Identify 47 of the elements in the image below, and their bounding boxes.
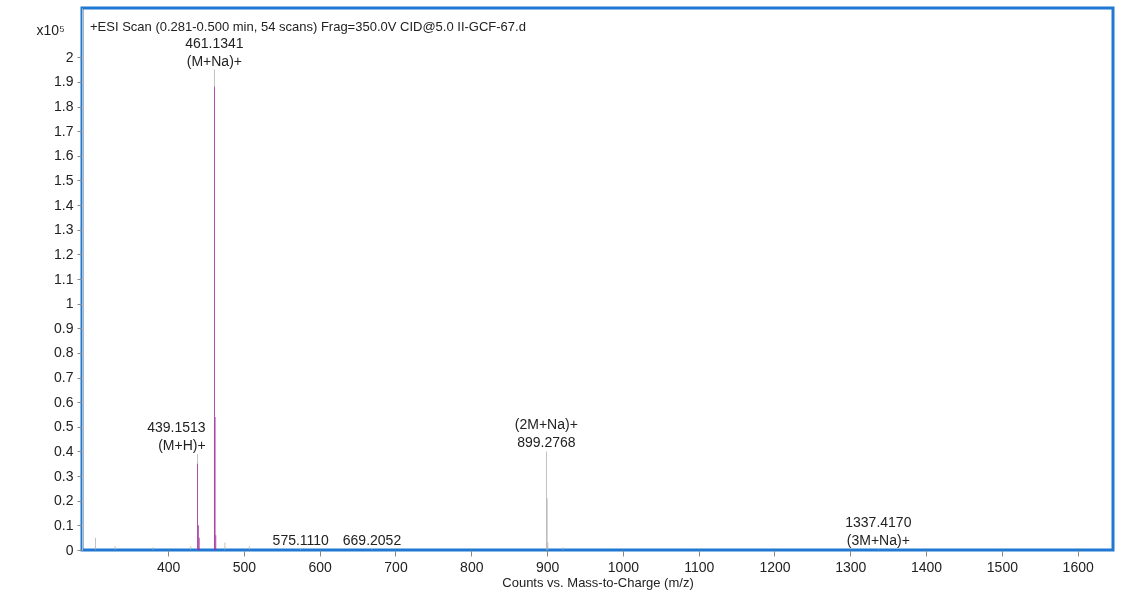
annotation: 461.1341	[185, 34, 244, 51]
x-tick-label: 1400	[911, 558, 943, 575]
y-tick-label: 0.4	[54, 442, 74, 459]
annotation: 899.2768	[517, 434, 576, 451]
y-tick-label: 0	[65, 541, 74, 558]
text: +ESI Scan (0.281-0.500 min, 54 scans) Frag=350.0V CID@5.0 II-GCF-67.d	[90, 19, 526, 34]
y-tick-label: 0.1	[54, 516, 74, 533]
annotation: (2M+Na)+	[514, 416, 578, 433]
y-tick-label: 1.8	[54, 98, 74, 115]
annotation: (3M+Na)+	[846, 531, 910, 548]
y-tick-label: 1.5	[54, 171, 74, 188]
y-tick-label: 0.5	[54, 418, 74, 435]
y-tick-label: 1.3	[54, 221, 74, 238]
y-tick-label: 0.7	[54, 369, 74, 386]
x-tick-label: 1600	[1062, 558, 1094, 575]
x-axis-title: Counts vs. Mass-to-Charge (m/z)	[502, 574, 694, 590]
x-tick-label: 1200	[759, 558, 791, 575]
x-tick-label: 1000	[607, 558, 640, 575]
y-tick-label: 0.8	[54, 344, 74, 361]
x-tick-label: 1100	[684, 558, 715, 575]
x-tick-label: 1500	[986, 558, 1019, 575]
x-tick-label: 1300	[835, 558, 867, 575]
y-axis-title: x10⁵	[36, 21, 65, 38]
y-tick-label: 1.9	[54, 73, 74, 90]
x-tick-label: 900	[535, 558, 560, 575]
y-tick-label: 1.2	[54, 245, 74, 262]
y-tick-label: 0.9	[54, 319, 74, 336]
y-tick-label: 2	[65, 48, 74, 65]
x-tick-label: 500	[232, 558, 257, 575]
annotation: 439.1513	[147, 418, 206, 435]
x-tick-label: 700	[384, 558, 408, 575]
y-tick-label: 0.3	[54, 467, 74, 484]
y-tick-label: 1.6	[54, 147, 74, 164]
annotation: 575.1110	[272, 531, 330, 548]
x-tick-label: 400	[156, 558, 181, 575]
y-tick-label: 1	[65, 295, 74, 312]
y-tick-label: 0.2	[54, 492, 74, 509]
annotation: (M+Na)+	[186, 52, 242, 69]
annotation: (M+H)+	[158, 436, 206, 453]
annotation: 1337.4170	[845, 513, 912, 530]
y-tick-label: 1.7	[54, 122, 74, 139]
x-tick-label: 600	[308, 558, 333, 575]
x-tick-label: 800	[460, 558, 484, 575]
y-tick-label: 0.6	[54, 393, 74, 410]
annotation: 669.2052	[342, 531, 402, 548]
y-tick-label: 1.1	[54, 270, 74, 287]
y-tick-label: 1.4	[54, 196, 74, 213]
